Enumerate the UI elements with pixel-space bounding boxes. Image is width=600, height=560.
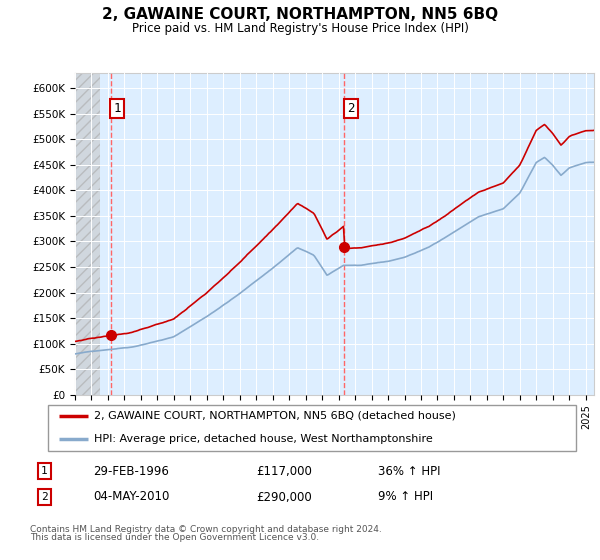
Text: Price paid vs. HM Land Registry's House Price Index (HPI): Price paid vs. HM Land Registry's House … (131, 22, 469, 35)
Bar (75, 73, 100, 395)
Text: 36% ↑ HPI: 36% ↑ HPI (378, 464, 440, 478)
Text: 04-MAY-2010: 04-MAY-2010 (94, 491, 170, 503)
Text: 2: 2 (347, 102, 355, 115)
Text: This data is licensed under the Open Government Licence v3.0.: This data is licensed under the Open Gov… (30, 533, 319, 542)
Text: £117,000: £117,000 (256, 464, 312, 478)
Text: 29-FEB-1996: 29-FEB-1996 (94, 464, 169, 478)
Text: 2: 2 (41, 492, 48, 502)
Text: 9% ↑ HPI: 9% ↑ HPI (378, 491, 433, 503)
Text: 1: 1 (113, 102, 121, 115)
Text: Contains HM Land Registry data © Crown copyright and database right 2024.: Contains HM Land Registry data © Crown c… (30, 525, 382, 534)
Text: 1: 1 (41, 466, 48, 476)
Text: £290,000: £290,000 (256, 491, 312, 503)
Text: 2, GAWAINE COURT, NORTHAMPTON, NN5 6BQ (detached house): 2, GAWAINE COURT, NORTHAMPTON, NN5 6BQ (… (94, 411, 457, 421)
Text: 2, GAWAINE COURT, NORTHAMPTON, NN5 6BQ: 2, GAWAINE COURT, NORTHAMPTON, NN5 6BQ (102, 7, 498, 22)
Text: HPI: Average price, detached house, West Northamptonshire: HPI: Average price, detached house, West… (94, 434, 433, 444)
